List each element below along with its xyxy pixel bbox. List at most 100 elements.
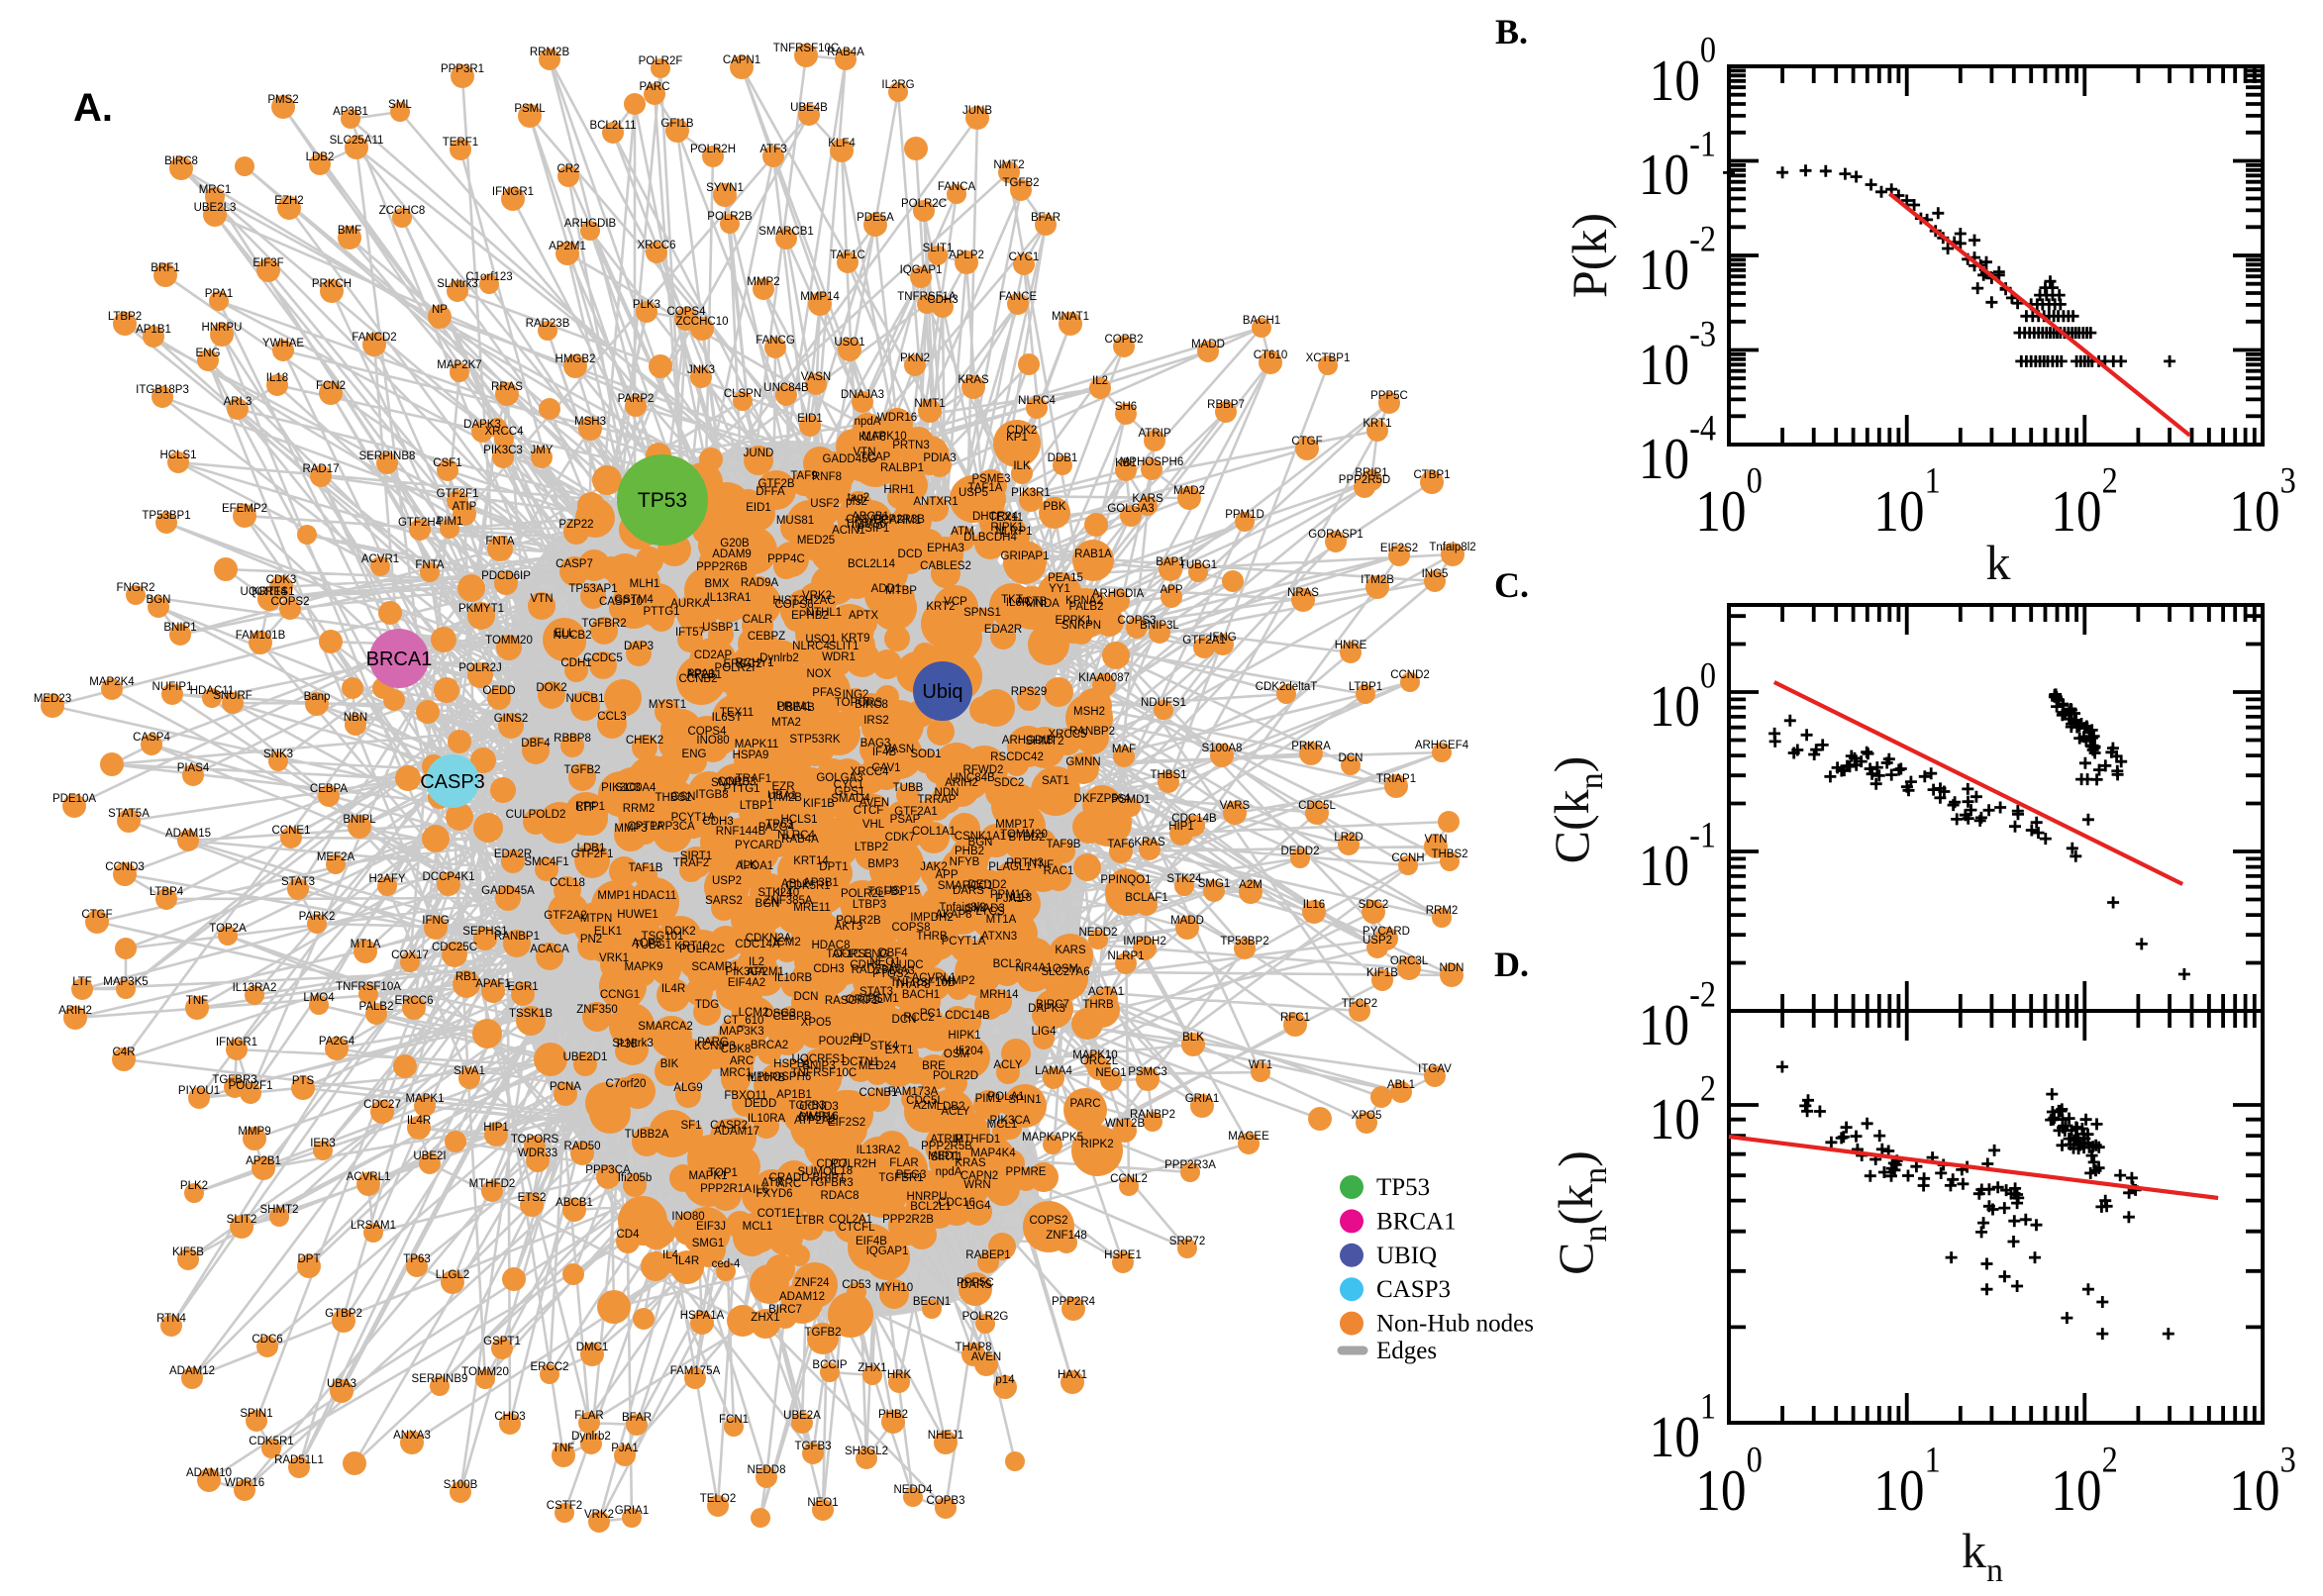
svg-text:ACVR1: ACVR1 xyxy=(361,553,399,565)
svg-text:SRP72: SRP72 xyxy=(1169,1236,1205,1247)
svg-text:ATM: ATM xyxy=(951,526,973,538)
svg-text:CDK7: CDK7 xyxy=(885,832,916,844)
svg-text:NBN: NBN xyxy=(344,712,367,724)
svg-text:GTBP2: GTBP2 xyxy=(325,1308,362,1320)
svg-text:UBE2L3: UBE2L3 xyxy=(194,202,237,214)
svg-text:MAP3K5: MAP3K5 xyxy=(103,976,148,988)
svg-text:SAT1: SAT1 xyxy=(1042,775,1069,787)
svg-text:ZCCHC8: ZCCHC8 xyxy=(379,205,426,217)
svg-text:PA2G4: PA2G4 xyxy=(758,822,795,834)
svg-text:ZNF385A: ZNF385A xyxy=(763,895,813,907)
svg-text:CEBPZ: CEBPZ xyxy=(748,631,785,643)
svg-text:VRK2: VRK2 xyxy=(802,590,832,602)
svg-text:EXT1: EXT1 xyxy=(885,1045,914,1056)
svg-text:DPT1: DPT1 xyxy=(819,861,848,873)
svg-text:CCNL2: CCNL2 xyxy=(1110,1173,1148,1185)
svg-text:EID1: EID1 xyxy=(746,502,771,514)
svg-text:RAB4A: RAB4A xyxy=(827,47,864,58)
svg-text:COX17: COX17 xyxy=(391,949,429,961)
svg-text:USO1: USO1 xyxy=(805,634,836,646)
svg-text:KLF4: KLF4 xyxy=(828,138,856,150)
svg-text:B.: B. xyxy=(1495,12,1528,51)
svg-text:CCNE1: CCNE1 xyxy=(272,825,311,837)
svg-text:XRCC6: XRCC6 xyxy=(638,240,676,251)
svg-text:USO1: USO1 xyxy=(834,337,864,349)
svg-text:TGFB2: TGFB2 xyxy=(804,1327,841,1339)
svg-text:MCL1: MCL1 xyxy=(987,1119,1018,1131)
svg-text:BRE: BRE xyxy=(922,1060,946,1072)
svg-text:IL2RG: IL2RG xyxy=(881,79,914,91)
svg-text:DOK2: DOK2 xyxy=(664,926,695,938)
svg-text:CDC6: CDC6 xyxy=(252,1334,282,1346)
svg-text:MAPK10: MAPK10 xyxy=(1072,1049,1117,1061)
svg-text:ELK1: ELK1 xyxy=(594,926,622,938)
svg-text:HIP1: HIP1 xyxy=(483,1122,509,1134)
svg-text:FANCD2: FANCD2 xyxy=(352,332,396,344)
svg-text:PPP2R1A: PPP2R1A xyxy=(700,1183,752,1195)
svg-text:POU2F1: POU2F1 xyxy=(229,1080,273,1092)
svg-text:Tnfaip8l2: Tnfaip8l2 xyxy=(1429,542,1475,553)
svg-text:PN2: PN2 xyxy=(580,934,602,946)
svg-text:WDR33: WDR33 xyxy=(518,1147,557,1159)
svg-text:TP63: TP63 xyxy=(403,1253,431,1265)
svg-text:NMT2: NMT2 xyxy=(993,159,1024,171)
svg-text:IL18: IL18 xyxy=(1010,892,1032,904)
svg-text:RNF144B: RNF144B xyxy=(716,826,766,838)
svg-text:ACVRL1: ACVRL1 xyxy=(912,972,957,984)
svg-text:PLAGL1: PLAGL1 xyxy=(988,861,1031,873)
svg-text:TOMM20: TOMM20 xyxy=(1000,829,1048,841)
svg-text:XPO5: XPO5 xyxy=(801,1017,832,1029)
svg-text:CDH2: CDH2 xyxy=(850,959,880,971)
svg-text:ITGAV: ITGAV xyxy=(1418,1063,1452,1075)
svg-text:KRT10: KRT10 xyxy=(674,941,710,952)
svg-text:MRC1: MRC1 xyxy=(199,184,232,196)
svg-text:ACP5: ACP5 xyxy=(632,938,661,949)
svg-text:PCYT1A: PCYT1A xyxy=(942,936,986,948)
svg-text:CCL3: CCL3 xyxy=(597,711,626,723)
svg-text:RAB4A: RAB4A xyxy=(781,834,819,846)
svg-text:EIF4B: EIF4B xyxy=(856,1236,887,1247)
svg-text:CDC25C: CDC25C xyxy=(432,942,477,953)
svg-text:MAP2K7: MAP2K7 xyxy=(437,359,481,371)
svg-text:IL18: IL18 xyxy=(831,1165,853,1177)
svg-text:ITGB18P3: ITGB18P3 xyxy=(136,384,189,396)
svg-text:PRTN3: PRTN3 xyxy=(892,440,930,451)
svg-text:CABLES2: CABLES2 xyxy=(920,560,971,572)
svg-text:GADD45A: GADD45A xyxy=(481,885,535,897)
svg-text:CD4: CD4 xyxy=(616,1229,640,1241)
svg-text:TFCP2: TFCP2 xyxy=(1342,998,1377,1010)
svg-text:HIST2H2AC: HIST2H2AC xyxy=(772,595,835,607)
svg-text:IL10: IL10 xyxy=(777,887,799,899)
svg-text:DAP3: DAP3 xyxy=(624,641,654,652)
svg-text:POLR2J: POLR2J xyxy=(458,662,501,674)
svg-text:KIF1B: KIF1B xyxy=(803,798,835,810)
svg-text:CASP4: CASP4 xyxy=(798,1112,836,1124)
svg-text:RRAS: RRAS xyxy=(491,381,523,393)
svg-text:NLRP1: NLRP1 xyxy=(995,526,1032,538)
svg-text:LDB2: LDB2 xyxy=(306,151,335,163)
svg-text:FNGR2: FNGR2 xyxy=(117,582,155,594)
svg-text:THAP8: THAP8 xyxy=(955,1342,991,1353)
svg-text:ZHX1: ZHX1 xyxy=(858,1362,886,1374)
svg-text:UBIQ: UBIQ xyxy=(1376,1243,1437,1269)
svg-text:RRM2B: RRM2B xyxy=(530,47,570,58)
svg-text:CASA1: CASA1 xyxy=(846,514,883,526)
svg-text:CDC5L: CDC5L xyxy=(906,1095,944,1107)
svg-text:TEX11: TEX11 xyxy=(989,512,1023,524)
svg-text:DCD: DCD xyxy=(898,549,923,560)
svg-text:IFNG: IFNG xyxy=(422,915,450,927)
svg-text:Ubiq: Ubiq xyxy=(922,681,962,703)
svg-text:TKT: TKT xyxy=(1001,594,1023,606)
svg-text:AP2M1: AP2M1 xyxy=(747,966,784,978)
svg-text:HSPB1: HSPB1 xyxy=(773,1058,811,1070)
svg-text:PIM1: PIM1 xyxy=(975,1093,1002,1105)
svg-text:G20B: G20B xyxy=(720,538,750,549)
svg-text:FCN2: FCN2 xyxy=(316,380,346,392)
svg-text:BTBD2: BTBD2 xyxy=(1008,832,1045,844)
svg-text:k: k xyxy=(1986,535,2011,590)
svg-text:IL13RA1: IL13RA1 xyxy=(707,592,752,604)
svg-text:STAT3: STAT3 xyxy=(859,986,893,998)
svg-text:DAPK3: DAPK3 xyxy=(1028,1003,1065,1015)
svg-text:PSMC3: PSMC3 xyxy=(1128,1066,1167,1078)
svg-text:THBS2: THBS2 xyxy=(1431,848,1467,860)
